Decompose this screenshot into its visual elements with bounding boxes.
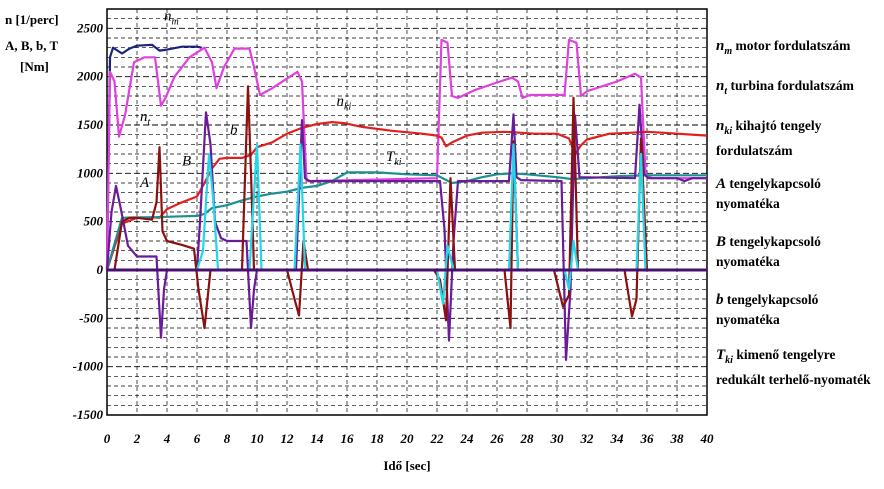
x-tick-label: 0 <box>104 431 111 446</box>
y-tick-label: -1500 <box>73 407 104 422</box>
legend-symbol: nt <box>716 78 728 97</box>
annotation-B: B <box>182 154 191 170</box>
x-tick-label: 28 <box>520 431 535 446</box>
legend-symbol: nki <box>716 118 733 137</box>
y-axis-label-line-1: n [1/perc] <box>5 12 59 27</box>
legend-item: b tengelykapcsoló nyomatéka <box>716 290 882 329</box>
series-line-A <box>105 103 707 361</box>
series-line-tki <box>105 171 707 271</box>
y-tick-label: -1000 <box>73 359 104 374</box>
x-tick-label: 32 <box>580 431 595 446</box>
x-tick-label: 40 <box>700 431 715 446</box>
x-tick-label: 38 <box>670 431 685 446</box>
y-tick-label: 1000 <box>77 165 104 180</box>
x-tick-label: 12 <box>281 431 295 446</box>
x-tick-label: 22 <box>430 431 445 446</box>
legend-symbol: A <box>716 176 727 192</box>
y-tick-label: 500 <box>84 214 104 229</box>
y-tick-label: 2000 <box>76 69 104 84</box>
annotation-nki: nki <box>337 94 352 113</box>
x-tick-label: 34 <box>610 431 625 446</box>
legend-symbol: B <box>716 234 727 250</box>
legend-label: kihajtó tengely fordulatszám <box>716 118 822 158</box>
x-tick-label: 30 <box>550 431 565 446</box>
y-axis-label-line-2: A, B, b, T <box>5 38 59 53</box>
series-line-nt <box>105 38 707 271</box>
chart-series <box>105 38 708 361</box>
x-tick-label: 6 <box>194 431 201 446</box>
y-tick-label: 1500 <box>77 117 104 132</box>
x-tick-label: 2 <box>133 431 141 446</box>
series-line-B <box>107 85 707 330</box>
x-tick-label: 14 <box>311 431 325 446</box>
y-axis-label-line-3: [Nm] <box>20 59 49 74</box>
legend-symbol: Tki <box>716 347 733 366</box>
y-tick-label: 2500 <box>76 20 104 35</box>
x-axis-label: Idő [sec] <box>383 458 430 473</box>
legend-item: Tki kimenő tengelyre redukált terhelő-ny… <box>716 345 882 389</box>
chart-grid <box>106 8 708 416</box>
x-tick-label: 24 <box>460 431 475 446</box>
chart-ticks: 0 2 4 6 8 10 12 14 16 18 20 22 24 26 28 30 32 34 36 38 40250… <box>73 20 714 446</box>
legend-symbol: nm <box>716 38 733 57</box>
series-line-nm <box>105 43 202 271</box>
legend-item: B tengelykapcsoló nyomatéka <box>716 232 882 271</box>
legend-label: tengelykapcsoló nyomatéka <box>716 234 821 269</box>
annotation-A: A <box>139 175 150 191</box>
annotation-nm: nm <box>164 9 179 28</box>
legend-label: tengelykapcsoló nyomatéka <box>716 176 821 211</box>
y-tick-label: -500 <box>79 310 103 325</box>
legend-label: turbina fordulatszám <box>727 78 854 93</box>
annotation-b: b <box>230 123 238 139</box>
legend-symbol: b <box>716 292 724 308</box>
x-tick-label: 4 <box>163 431 171 446</box>
x-tick-label: 36 <box>640 431 655 446</box>
legend-item: nt turbina fordulatszám <box>716 76 882 101</box>
x-tick-label: 10 <box>251 431 265 446</box>
x-tick-label: 16 <box>341 431 355 446</box>
y-tick-label: 0 <box>97 262 104 277</box>
x-tick-label: 18 <box>371 431 385 446</box>
annotation-nt: nt <box>140 109 151 128</box>
legend-label: kimenő tengelyre redukált terhelő-nyomat… <box>716 347 871 387</box>
x-tick-label: 20 <box>400 431 415 446</box>
x-tick-label: 8 <box>224 431 231 446</box>
legend-label: motor fordulatszám <box>732 38 851 53</box>
chart-annotations: nm nt nki Tki b B A <box>139 9 402 191</box>
x-tick-label: 26 <box>490 431 505 446</box>
legend-item: nm motor fordulatszám <box>716 36 882 61</box>
legend-label: tengelykapcsoló nyomatéka <box>716 292 819 327</box>
legend-item: A tengelykapcsoló nyomatéka <box>716 174 882 213</box>
annotation-Tki: Tki <box>386 149 402 168</box>
legend-item: nki kihajtó tengely fordulatszám <box>716 116 882 160</box>
